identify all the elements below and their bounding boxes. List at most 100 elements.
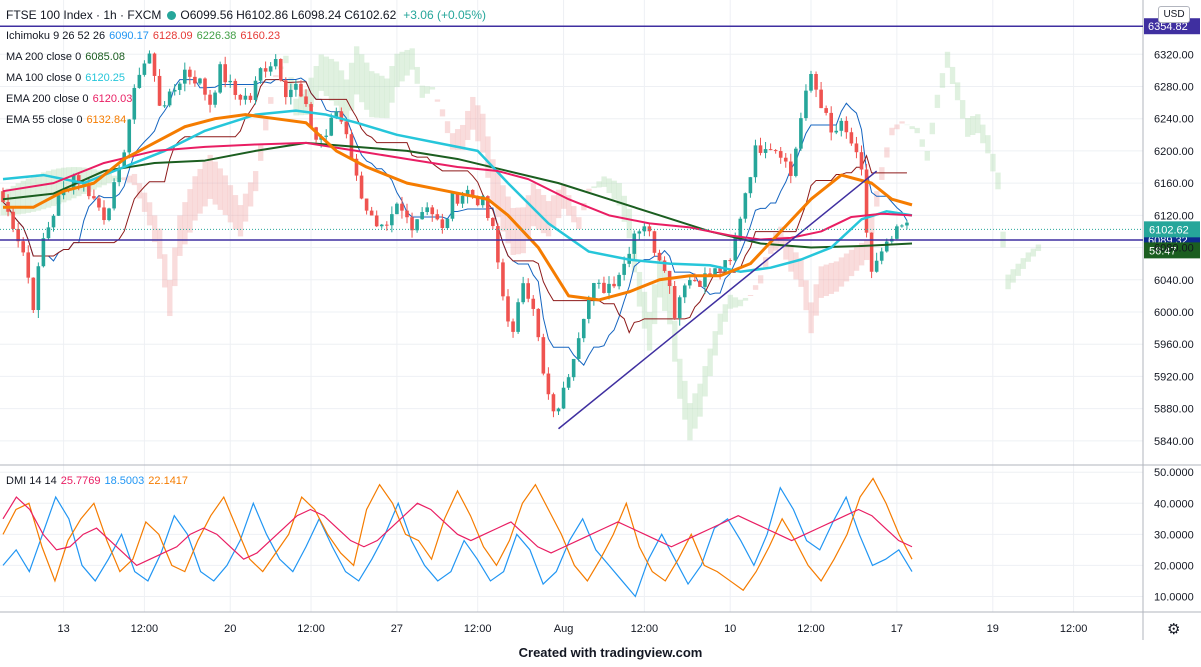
candle-body (859, 152, 864, 170)
candle-body (157, 75, 162, 106)
cloud-slice (212, 161, 218, 205)
candle-body (132, 87, 137, 120)
cloud-slice (959, 100, 966, 119)
cloud-slice (924, 151, 930, 161)
cloud-slice (485, 136, 491, 178)
cloud-slice (954, 82, 961, 101)
cloud-slice (813, 284, 819, 316)
cloud-slice (106, 173, 112, 184)
indicator-legend-0[interactable]: Ichimoku 9 26 52 26 6090.17 6128.09 6226.38… (6, 30, 284, 42)
candle-body (188, 69, 192, 77)
candle-body (309, 104, 313, 128)
indicator-value: 6120.03 (92, 93, 133, 105)
y-tick-label: 6040.00 (1154, 275, 1194, 287)
candle-body (516, 302, 520, 332)
candle-body (783, 157, 788, 162)
cloud-slice (414, 66, 420, 84)
candle-body (617, 274, 621, 287)
series-ma-200-close-0 (2, 141, 913, 249)
cloud-slice (985, 135, 991, 154)
gear-icon[interactable]: ⚙ (1167, 621, 1181, 638)
indicator-legend-4[interactable]: EMA 55 close 0 6132.84 (6, 114, 130, 126)
cloud-slice (757, 275, 764, 284)
cloud-slice (909, 126, 915, 130)
cloud-slice (656, 256, 663, 298)
cloud-slice (419, 85, 425, 98)
price-tag-label: 6102.62 (1149, 224, 1189, 236)
candle-body (21, 241, 25, 253)
candle-body (284, 80, 288, 98)
cloud-slice (141, 192, 148, 212)
candle-body (324, 135, 328, 137)
x-tick-label: 27 (391, 623, 403, 635)
candle-body (506, 296, 510, 322)
indicator-value: 6160.23 (240, 30, 281, 42)
cloud-slice (353, 46, 360, 95)
cloud-slice (682, 380, 688, 420)
cloud-slice (298, 94, 304, 116)
x-tick-label: 12:00 (797, 623, 825, 635)
tenkan-line (2, 77, 908, 366)
candle-body (374, 215, 379, 227)
indicator-legend-2[interactable]: MA 100 close 0 6120.25 (6, 72, 129, 84)
y-tick-label: 5960.00 (1154, 339, 1194, 351)
cloud-slice (313, 66, 319, 100)
cloud-slice (581, 202, 587, 211)
dmi-y-tick-label: 40.0000 (1154, 498, 1194, 510)
cloud-slice (338, 70, 345, 117)
candle-body (430, 207, 435, 215)
candle-body (824, 108, 828, 113)
indicator-name: Ichimoku 9 26 52 26 (6, 30, 106, 42)
cloud-slice (838, 257, 845, 287)
candle-body (1, 191, 5, 203)
currency-button[interactable]: USD (1158, 6, 1190, 23)
cloud-slice (263, 119, 269, 131)
cloud-slice (980, 124, 986, 144)
symbol-title[interactable]: FTSE 100 Index · 1h · FXCM (6, 8, 162, 22)
candle-body (864, 169, 869, 233)
cloud-slice (717, 313, 723, 335)
candle-body (193, 76, 197, 84)
y-tick-label: 6120.00 (1154, 210, 1194, 222)
cloud-slice (247, 182, 254, 207)
indicator-value: 6090.17 (109, 30, 149, 42)
candle-body (92, 196, 96, 199)
cloud-slice (707, 348, 713, 377)
cloud-slice (333, 61, 340, 106)
cloud-slice (641, 291, 648, 329)
cloud-slice (995, 172, 1001, 190)
cloud-slice (207, 154, 213, 199)
cloud-slice (293, 98, 299, 116)
cloud-slice (949, 66, 956, 84)
candle-body (799, 118, 803, 149)
cloud-slice (237, 205, 244, 237)
cloud-slice (374, 73, 380, 118)
candle-body (228, 80, 233, 83)
cloud-slice (515, 207, 521, 255)
candle-body (652, 231, 657, 253)
ohlc-values: O6099.56 H6102.86 L6098.24 C6102.62 (180, 8, 399, 22)
cloud-slice (101, 171, 107, 186)
candle-body (385, 224, 389, 226)
cloud-slice (449, 133, 456, 150)
cloud-slice (348, 62, 355, 111)
cloud-slice (409, 48, 415, 70)
cloud-slice (667, 283, 673, 325)
cloud-slice (172, 247, 178, 287)
cloud-slice (1035, 244, 1042, 252)
candle-body (334, 111, 339, 118)
cloud-slice (823, 264, 829, 297)
candle-body (900, 225, 904, 227)
indicator-legend-1[interactable]: MA 200 close 0 6085.08 (6, 51, 129, 63)
indicator-legend-3[interactable]: EMA 200 close 0 6120.03 (6, 93, 136, 105)
cloud-slice (146, 202, 153, 226)
candle-body (400, 203, 404, 211)
candle-body (304, 96, 308, 105)
y-tick-label: 6280.00 (1154, 81, 1194, 93)
cloud-slice (768, 239, 774, 254)
candle-body (46, 227, 51, 239)
candle-body (607, 283, 611, 293)
cloud-slice (702, 366, 708, 397)
candle-body (536, 308, 541, 338)
